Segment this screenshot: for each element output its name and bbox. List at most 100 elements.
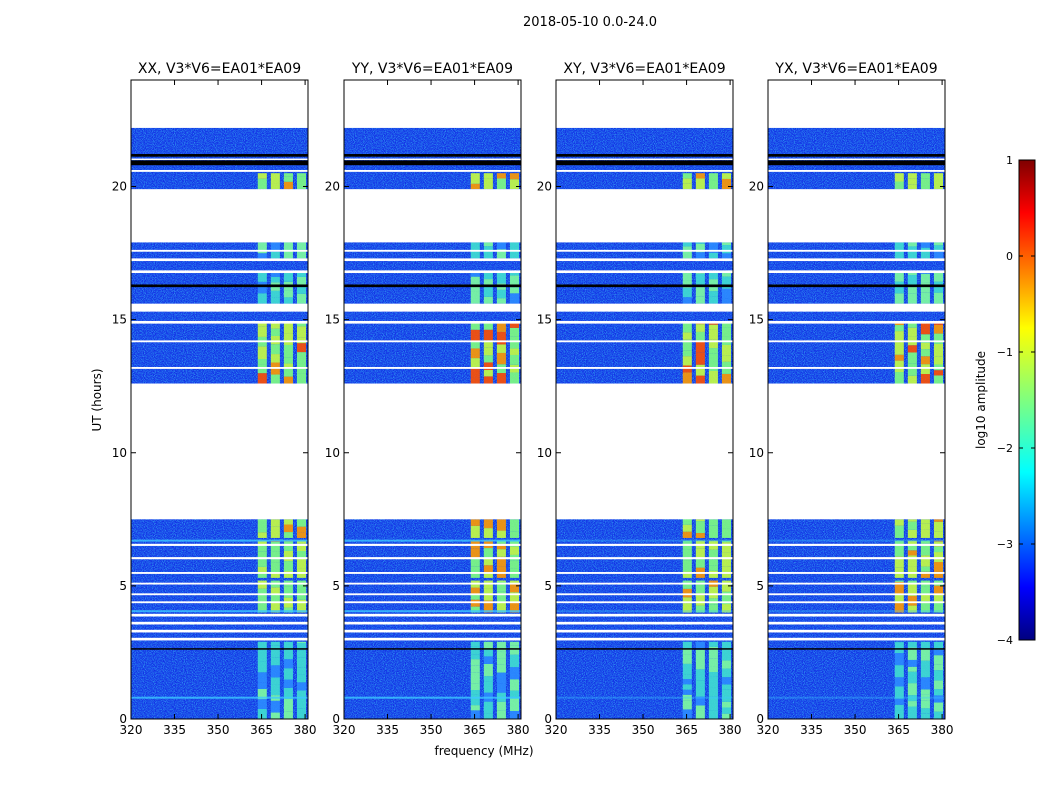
rfi-cell [257,572,267,578]
rfi-cell [283,242,293,251]
rfi-streak [344,610,521,613]
rfi-cell [270,276,280,283]
rfi-cell [257,253,267,259]
rfi-cell [283,668,293,680]
rfi-cell [257,322,267,327]
rfi-cell [296,242,306,250]
rfi-cell [483,279,493,287]
flag-line [556,270,733,274]
rfi-cell [920,523,930,530]
rfi-streak [768,610,945,613]
y-tick-label: 10 [537,446,552,460]
data-gap [131,383,308,520]
rfi-cell [496,373,506,384]
rfi-cell [907,580,917,584]
rfi-cell [894,281,904,294]
flag-line [344,158,521,161]
rfi-cell [483,600,493,613]
y-tick-label: 0 [756,712,764,726]
rfi-cell [721,276,731,289]
flag-line [131,320,308,324]
rfi-cell [283,586,293,598]
colorbar-tick-label: 1 [1006,154,1013,167]
rfi-cell [470,276,480,283]
rfi-cell [270,335,280,345]
rfi-cell [296,558,306,569]
rfi-cell [270,541,280,552]
data-gap [556,80,733,128]
rfi-cell [509,354,519,365]
rfi-cell [483,663,493,677]
flag-line [344,270,521,274]
panel-4: YX, V3*V6=EA01*EA09 320 335 350 365 380 0 5 10 15… [749,61,954,737]
y-tick-label: 5 [544,579,552,593]
rfi-cell [695,669,705,681]
rfi-cell [682,280,692,288]
rfi-cell [470,654,480,660]
rfi-cell [907,519,917,522]
rfi-cell [270,290,280,298]
rfi-cell [894,372,904,384]
rfi-cell [283,687,293,699]
rfi-cell [283,376,293,384]
rfi-cell [682,684,692,690]
flag-line [344,601,521,604]
rfi-cell [296,580,306,584]
rfi-cell [296,343,306,353]
rfi-cell [907,583,917,596]
rfi-cell [470,367,480,378]
flag-line [556,169,733,172]
flag-line [768,593,945,596]
y-tick-label: 10 [749,446,764,460]
rfi-cell [496,530,506,538]
data-gap [344,383,521,520]
rfi-cell [296,550,306,559]
rfi-cell [721,566,731,573]
rfi-cell [894,556,904,568]
rfi-streak [768,696,945,699]
rfi-cell [257,178,267,190]
flag-line [556,637,733,641]
rfi-cell [496,601,506,613]
flag-line [131,593,308,596]
flag-line [768,613,945,617]
rfi-cell [257,359,267,365]
flag-line [768,270,945,274]
rfi-cell [496,543,506,550]
rfi-cell [894,642,904,654]
rfi-cell [257,373,267,384]
rfi-cell [270,645,280,658]
rfi-cell [283,561,293,572]
flag-line [131,637,308,641]
rfi-cell [920,292,930,304]
flag-line [768,340,945,343]
rfi-cell [496,580,506,592]
rfi-cell [933,695,943,703]
panel-title: YX, V3*V6=EA01*EA09 [774,61,937,77]
rfi-cell [470,341,480,349]
rfi-cell [296,276,306,287]
x-tick-label: 335 [800,723,823,737]
rfi-cell [509,179,519,190]
flag-line [344,593,521,596]
flag-line [344,543,521,546]
rfi-cell [708,291,718,297]
flag-line [131,601,308,604]
rfi-cell [483,246,493,259]
dark-line [131,160,308,166]
rfi-cell [270,573,280,578]
flag-line [768,582,945,585]
rfi-cell [682,709,692,719]
rfi-cell [270,271,280,277]
flag-line [344,557,521,560]
rfi-cell [496,242,506,250]
rfi-cell [483,656,493,664]
rfi-cell [907,605,917,613]
rfi-cell [257,641,267,651]
rfi-cell [907,352,917,364]
rfi-cell [920,349,930,357]
x-tick-label: 365 [887,723,910,737]
rfi-cell [721,677,731,685]
rfi-cell [483,548,493,558]
rfi-cell [270,367,280,375]
